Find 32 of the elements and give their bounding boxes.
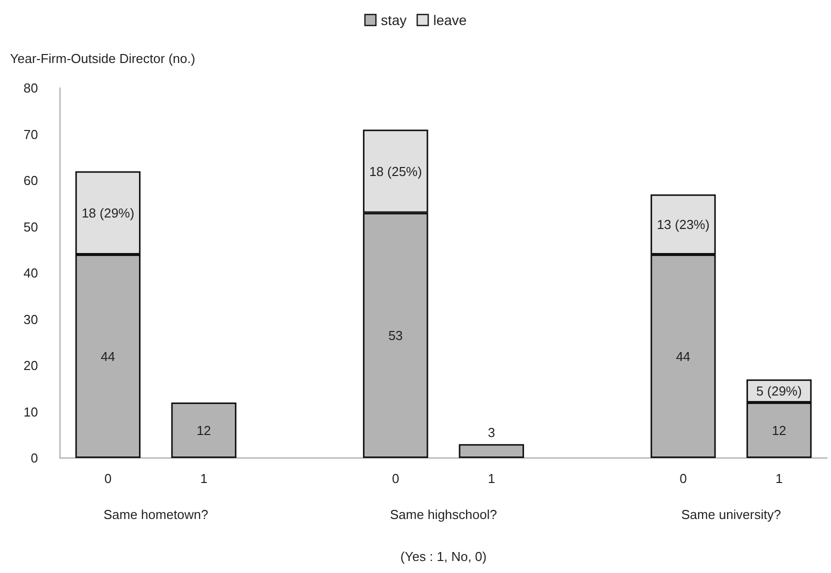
- y-tick-label: 50: [24, 219, 38, 234]
- legend-label: leave: [433, 12, 467, 28]
- x-tick-label: 1: [775, 471, 783, 486]
- data-label: 12: [196, 422, 212, 438]
- y-tick-label: 10: [24, 404, 38, 420]
- x-tick-label: 0: [392, 471, 400, 486]
- data-label: 13 (23%): [656, 216, 710, 232]
- data-label: 3: [488, 425, 496, 440]
- y-tick-label: 30: [24, 312, 38, 327]
- x-tick-label: 1: [488, 471, 496, 486]
- y-tick-label: 80: [24, 80, 38, 96]
- y-tick-label: 0: [30, 450, 38, 466]
- data-label: 5 (29%): [756, 383, 802, 398]
- data-label: 18 (29%): [82, 205, 134, 220]
- data-label: 12: [772, 422, 786, 438]
- text: Same hometown?: [103, 507, 208, 522]
- x-tick-label: 1: [200, 471, 208, 486]
- text: Same university?: [681, 507, 781, 522]
- text: Same highschool?: [390, 507, 497, 522]
- data-label: 44: [676, 348, 690, 364]
- x-tick-label: 0: [680, 471, 687, 486]
- y-axis-title: Year-Firm-Outside Director (no.): [10, 51, 196, 66]
- y-tick-label: 40: [24, 266, 38, 280]
- x-axis-title: (Yes : 1, No, 0): [400, 549, 487, 564]
- y-tick-label: 20: [24, 358, 38, 373]
- y-tick-label: 60: [24, 173, 38, 188]
- data-label: 53: [388, 328, 403, 343]
- x-tick-label: 0: [104, 471, 112, 486]
- data-label: 44: [100, 348, 116, 364]
- legend-label: stay: [380, 12, 407, 28]
- y-tick-label: 70: [24, 126, 38, 142]
- data-label: 18 (25%): [369, 164, 422, 179]
